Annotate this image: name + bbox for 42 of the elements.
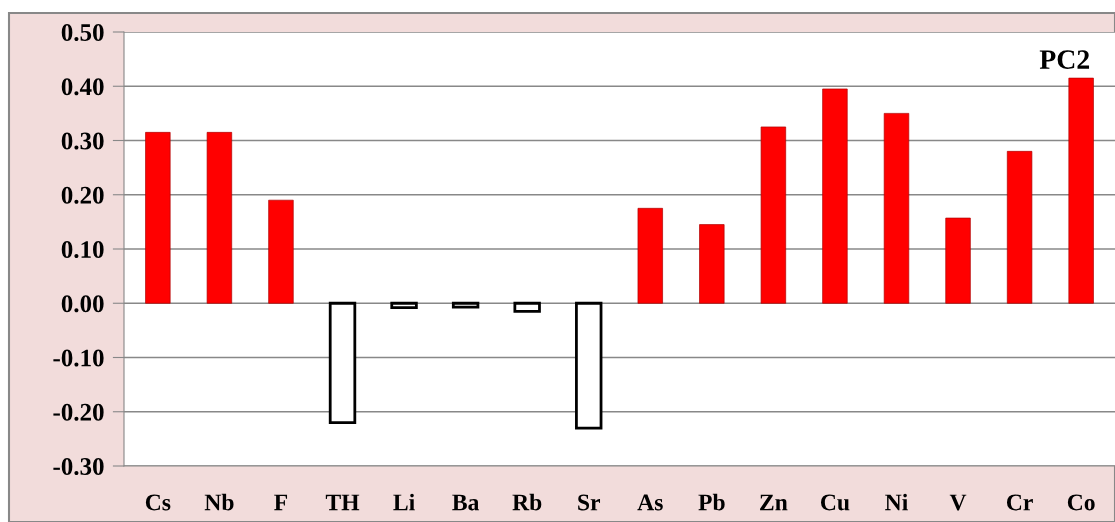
x-tick-label: Ni [885,493,908,511]
x-tick-label: As [637,494,663,511]
y-tick-label: 0.30 [61,132,104,150]
y-tick-label: -0.10 [53,349,104,367]
x-tick-label: Ba [452,494,480,511]
annotation: PC2 [1039,50,1090,69]
x-tick-label: Li [393,493,415,511]
y-tick-label: 0.00 [61,295,104,313]
x-tick-label: F [274,494,288,511]
bar [451,301,480,309]
y-tick-label: 0.10 [61,241,104,259]
x-tick-label: Co [1067,494,1095,511]
x-tick-label: Pb [698,493,725,511]
bar [822,88,848,304]
x-tick-label: Nb [204,493,234,511]
bar [575,301,603,430]
x-tick-label: TH [325,494,360,511]
bar [206,132,233,304]
bar [390,301,418,309]
x-tick-label: Zn [760,494,788,511]
bar [637,207,663,304]
bar [1068,77,1094,304]
bar [883,113,910,304]
y-tick-label: 0.50 [61,24,104,42]
x-tick-label: Rb [512,493,542,511]
bar [328,301,357,424]
bar [760,126,787,304]
y-tick-label: 0.20 [61,186,104,204]
x-tick-label: V [949,494,967,511]
y-tick-label: -0.20 [53,403,104,421]
bar [145,132,171,304]
bar [268,199,294,304]
x-tick-label: Cu [821,494,850,511]
y-tick-label: -0.30 [53,458,104,476]
bar [513,301,541,313]
y-tick-label: 0.40 [61,78,104,96]
x-tick-label: Sr [578,494,601,511]
bar [699,224,725,304]
bar [1006,151,1033,304]
bar [945,217,971,304]
x-tick-label: Cr [1006,494,1033,511]
x-tick-label: Cs [145,494,171,511]
